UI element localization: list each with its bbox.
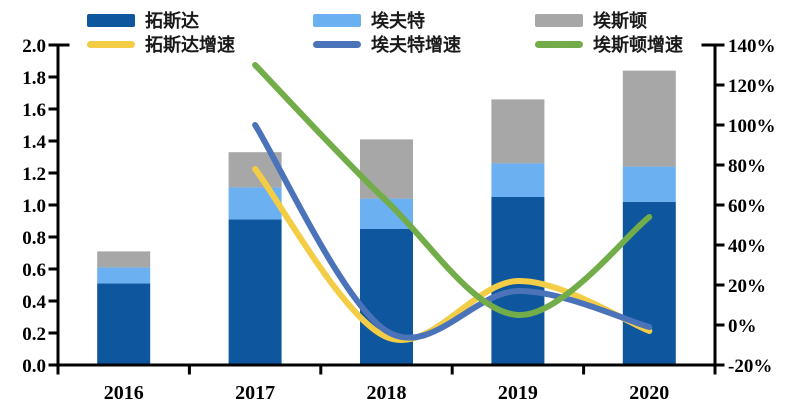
growth-line-0 <box>252 166 653 343</box>
right-axis-tick-label: 140% <box>728 36 776 57</box>
left-axis-tick-label: 2.0 <box>22 36 46 57</box>
bar-series-group <box>97 70 676 365</box>
legend-swatch-aisidun-bar <box>535 13 583 27</box>
right-axis-tick-label: 80% <box>728 156 766 177</box>
right-axis-tick-label: -20% <box>728 356 772 377</box>
x-axis-category-label: 2017 <box>235 382 275 404</box>
left-axis-tick-label: 1.6 <box>22 100 46 121</box>
bar-segment <box>622 70 676 167</box>
bar-segment <box>491 163 545 197</box>
legend-label-aisidun-growth: 埃斯顿增速 <box>593 35 683 55</box>
legend-label-aifute: 埃夫特 <box>371 11 425 31</box>
legend-label-tuosida-growth: 拓斯达增速 <box>145 35 235 55</box>
left-axis-tick-label: 1.8 <box>22 68 46 89</box>
right-axis-tick-label: 100% <box>728 116 776 137</box>
left-axis-tick-label: 1.0 <box>22 196 46 217</box>
bar-segment <box>622 166 676 202</box>
line-series-group <box>252 62 653 343</box>
right-axis-tick-label: 20% <box>728 276 766 297</box>
legend-swatch-tuosida-line <box>87 40 135 48</box>
legend-label-aisidun: 埃斯顿 <box>593 11 647 31</box>
legend-label-tuosida: 拓斯达 <box>145 11 199 31</box>
bars-1 <box>97 163 676 284</box>
right-axis-tick-label: 120% <box>728 76 776 97</box>
legend-item-aisidun: 埃斯顿 <box>535 10 647 31</box>
legend-item-aifute-growth: 埃夫特增速 <box>313 34 461 55</box>
right-axis-tick-label: 40% <box>728 236 766 257</box>
left-axis-tick-label: 0.2 <box>22 324 46 345</box>
bar-segment <box>97 267 151 284</box>
legend-item-tuosida-growth: 拓斯达增速 <box>87 34 235 55</box>
chart-legend: 拓斯达 埃夫特 埃斯顿 拓斯达增速 埃夫特增速 埃斯顿增速 <box>0 0 800 58</box>
bar-segment <box>360 229 413 365</box>
right-axis-tick-label: 0% <box>728 316 757 337</box>
bar-segment <box>97 251 151 268</box>
bar-segment <box>97 283 151 365</box>
left-axis-tick-label: 0.0 <box>22 356 46 377</box>
bar-segment <box>491 99 545 164</box>
x-axis-category-label: 2016 <box>104 382 144 404</box>
left-axis-tick-label: 1.2 <box>22 164 46 185</box>
x-axis-category-label: 2020 <box>629 382 669 404</box>
growth-line-1 <box>252 122 653 341</box>
bar-segment <box>622 201 676 365</box>
left-axis-tick-label: 1.4 <box>22 132 46 153</box>
growth-line-2 <box>252 62 653 319</box>
left-axis-tick-label: 0.6 <box>22 260 46 281</box>
legend-item-aisidun-growth: 埃斯顿增速 <box>535 34 683 55</box>
axes-group <box>48 43 725 375</box>
legend-swatch-aifute-line <box>313 40 361 48</box>
legend-item-tuosida: 拓斯达 <box>87 10 199 31</box>
legend-swatch-tuosida-bar <box>87 13 135 27</box>
right-axis-tick-label: 60% <box>728 196 766 217</box>
bar-segment <box>360 139 413 199</box>
legend-label-aifute-growth: 埃夫特增速 <box>371 35 461 55</box>
bars-0 <box>97 197 676 365</box>
legend-swatch-aisidun-line <box>535 40 583 48</box>
x-axis-category-label: 2019 <box>498 382 538 404</box>
x-axis-category-label: 2018 <box>367 382 407 404</box>
legend-swatch-aifute-bar <box>313 13 361 27</box>
left-axis-tick-label: 0.4 <box>22 292 46 313</box>
bar-segment <box>228 219 282 365</box>
left-axis-tick-label: 0.8 <box>22 228 46 249</box>
axis-labels-group: 0.0 0.2 0.4 0.6 0.8 1.0 1.2 1.4 1.6 1.8 2.0 -20% 0% 2… <box>22 36 775 404</box>
legend-item-aifute: 埃夫特 <box>313 10 425 31</box>
bars-2 <box>97 70 676 268</box>
